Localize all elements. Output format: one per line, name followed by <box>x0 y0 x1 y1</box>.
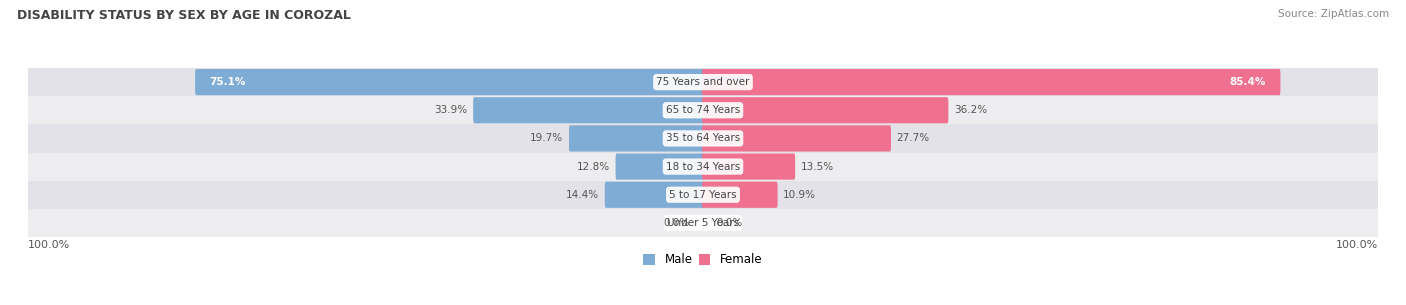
Text: 14.4%: 14.4% <box>567 190 599 200</box>
Bar <box>28 209 1378 237</box>
FancyBboxPatch shape <box>195 69 704 95</box>
Text: Under 5 Years: Under 5 Years <box>666 218 740 228</box>
Bar <box>28 124 1378 152</box>
Text: 0.0%: 0.0% <box>664 218 689 228</box>
Bar <box>703 130 890 147</box>
Bar <box>28 181 1378 209</box>
Text: 18 to 34 Years: 18 to 34 Years <box>666 162 740 172</box>
Text: 33.9%: 33.9% <box>434 105 467 115</box>
Text: 85.4%: 85.4% <box>1229 77 1265 87</box>
FancyBboxPatch shape <box>702 182 778 208</box>
Text: 75.1%: 75.1% <box>209 77 246 87</box>
Bar <box>606 186 703 203</box>
Text: 36.2%: 36.2% <box>955 105 987 115</box>
Bar <box>703 158 794 175</box>
Bar <box>703 186 776 203</box>
Text: 0.0%: 0.0% <box>717 218 742 228</box>
FancyBboxPatch shape <box>702 153 796 180</box>
Text: 19.7%: 19.7% <box>530 133 564 143</box>
Bar <box>28 152 1378 181</box>
Text: 65 to 74 Years: 65 to 74 Years <box>666 105 740 115</box>
FancyBboxPatch shape <box>702 125 891 152</box>
FancyBboxPatch shape <box>702 97 949 123</box>
Text: 5 to 17 Years: 5 to 17 Years <box>669 190 737 200</box>
Text: 27.7%: 27.7% <box>897 133 929 143</box>
FancyBboxPatch shape <box>616 153 704 180</box>
Legend: Male, Female: Male, Female <box>638 249 768 271</box>
Text: 75 Years and over: 75 Years and over <box>657 77 749 87</box>
Text: 13.5%: 13.5% <box>801 162 834 172</box>
Bar <box>617 158 703 175</box>
Text: 10.9%: 10.9% <box>783 190 817 200</box>
FancyBboxPatch shape <box>605 182 704 208</box>
Bar <box>703 74 1279 91</box>
Bar <box>474 102 703 119</box>
Text: 12.8%: 12.8% <box>576 162 610 172</box>
Text: Source: ZipAtlas.com: Source: ZipAtlas.com <box>1278 9 1389 19</box>
FancyBboxPatch shape <box>569 125 704 152</box>
FancyBboxPatch shape <box>474 97 704 123</box>
Bar <box>28 68 1378 96</box>
FancyBboxPatch shape <box>702 69 1281 95</box>
Bar <box>28 96 1378 124</box>
Text: 100.0%: 100.0% <box>1336 240 1378 250</box>
Text: 35 to 64 Years: 35 to 64 Years <box>666 133 740 143</box>
Bar <box>197 74 703 91</box>
Text: 100.0%: 100.0% <box>28 240 70 250</box>
Bar <box>569 130 703 147</box>
Bar <box>703 102 948 119</box>
Text: DISABILITY STATUS BY SEX BY AGE IN COROZAL: DISABILITY STATUS BY SEX BY AGE IN COROZ… <box>17 9 350 22</box>
